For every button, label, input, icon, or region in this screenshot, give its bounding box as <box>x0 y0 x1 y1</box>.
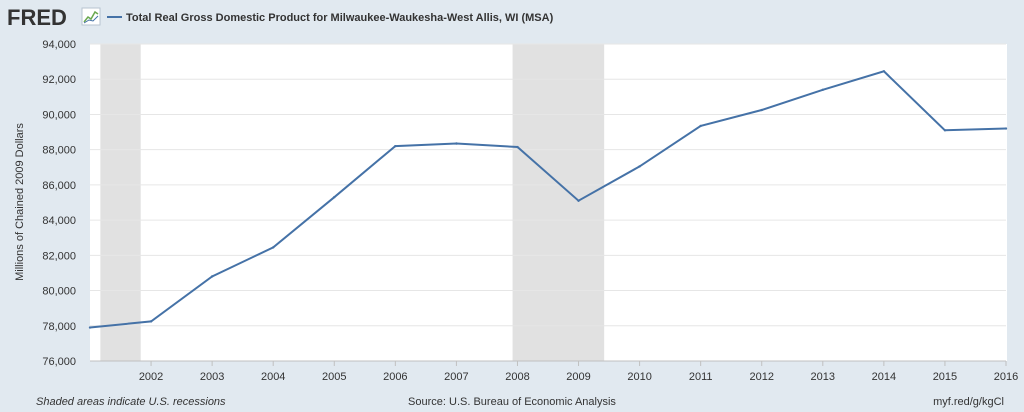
data-point <box>943 129 947 132</box>
x-tick-label: 2003 <box>200 371 224 383</box>
source-text: Source: U.S. Bureau of Economic Analysis <box>408 396 616 408</box>
data-point <box>882 70 886 73</box>
recession-shading <box>100 44 605 361</box>
x-tick-label: 2016 <box>994 371 1018 383</box>
x-tick-label: 2012 <box>749 371 773 383</box>
data-point <box>455 142 458 145</box>
data-point <box>394 144 397 148</box>
x-tick-label: 2011 <box>689 371 713 383</box>
y-tick-label: 92,000 <box>42 74 76 86</box>
x-tick-label: 2015 <box>933 371 957 383</box>
y-tick-label: 90,000 <box>42 109 76 121</box>
x-axis: 2002 2003 2004 2005 2006 2007 2008 2009 2010 2011… <box>90 360 1018 383</box>
y-tick-label: 78,000 <box>42 321 76 333</box>
x-tick-label: 2010 <box>627 371 651 383</box>
data-point <box>210 275 214 278</box>
data-point <box>577 199 580 202</box>
x-tick-label: 2006 <box>383 371 407 383</box>
y-tick-label: 82,000 <box>42 250 76 262</box>
recession-band <box>512 44 605 361</box>
fred-logo[interactable]: FRED <box>7 5 67 30</box>
x-tick-label: 2009 <box>566 371 590 383</box>
data-point <box>699 124 702 128</box>
x-tick-label: 2005 <box>322 371 346 383</box>
x-tick-label: 2004 <box>261 371 285 383</box>
x-tick-label: 2007 <box>444 371 468 383</box>
legend-label: Total Real Gross Domestic Product for Mi… <box>126 12 554 24</box>
x-tick-label: 2013 <box>811 371 835 383</box>
x-tick-label: 2002 <box>139 371 163 383</box>
x-tick-label: 2008 <box>505 371 529 383</box>
data-point <box>149 320 153 323</box>
data-point <box>333 196 336 199</box>
data-point <box>272 246 275 249</box>
data-point <box>760 108 763 112</box>
x-tick-label: 2014 <box>872 371 896 383</box>
y-axis: 76,000 78,000 80,000 82,000 84,000 86,000 88,0… <box>42 39 76 368</box>
short-link[interactable]: myf.red/g/kgCl <box>933 396 1004 408</box>
y-tick-label: 88,000 <box>42 145 76 157</box>
recession-note: Shaded areas indicate U.S. recessions <box>36 396 226 408</box>
y-tick-label: 86,000 <box>42 180 76 192</box>
y-tick-label: 80,000 <box>42 286 76 298</box>
data-point <box>516 145 519 149</box>
data-point <box>638 165 641 168</box>
fred-sparkline-icon <box>81 7 101 26</box>
series-points <box>88 70 1008 329</box>
data-point <box>88 326 92 329</box>
y-tick-label: 76,000 <box>42 356 76 368</box>
y-tick-label: 94,000 <box>42 39 76 51</box>
recession-band <box>100 44 141 361</box>
series-line <box>89 70 1007 329</box>
data-point <box>1004 127 1008 130</box>
data-point <box>821 88 824 91</box>
y-tick-label: 84,000 <box>42 215 76 227</box>
y-axis-title: Millions of Chained 2009 Dollars <box>14 123 26 281</box>
